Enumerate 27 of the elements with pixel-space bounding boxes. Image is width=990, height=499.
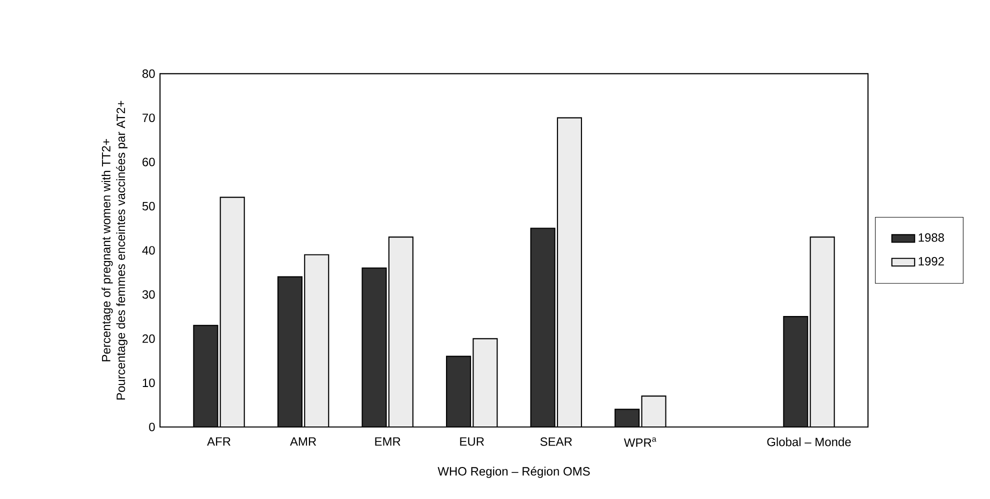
y-tick-label: 0 [149,422,155,432]
x-tick-label: WPR$^{a}$ [624,437,656,447]
bar [810,236,835,427]
bar [472,338,498,427]
y-tick-label: 70 [142,114,155,122]
y-tick-label: 50 [142,202,155,210]
y-tick-label: 10 [142,378,155,388]
y-tick-label: 20 [142,334,155,343]
y-tick-label: 80 [142,69,155,78]
y-tick-label: 60 [142,158,155,166]
x-tick-label: AMR [290,437,316,446]
legend-label: 1988 [918,233,944,242]
x-tick-label: EUR [460,437,484,446]
y-axis-title: Percentage of pregnant women with TT2+ Pourcentage des femmes enceintes vaccinées par AT2+ [102,100,128,400]
bar [556,117,582,427]
bar [220,196,245,427]
legend-label: 1992 [918,256,944,266]
bar [388,236,414,427]
bar [304,254,330,427]
y-tick-label: 40 [142,246,155,255]
x-tick-label: AFR [207,437,230,446]
x-tick-label: Global – Monde [767,437,851,446]
x-axis-title: WHO Region – Région OMS [438,466,590,478]
x-tick-label: EMR [375,437,400,446]
bar [641,396,666,427]
x-tick-label: SEAR [540,437,572,446]
y-tick-label: 30 [142,290,155,299]
